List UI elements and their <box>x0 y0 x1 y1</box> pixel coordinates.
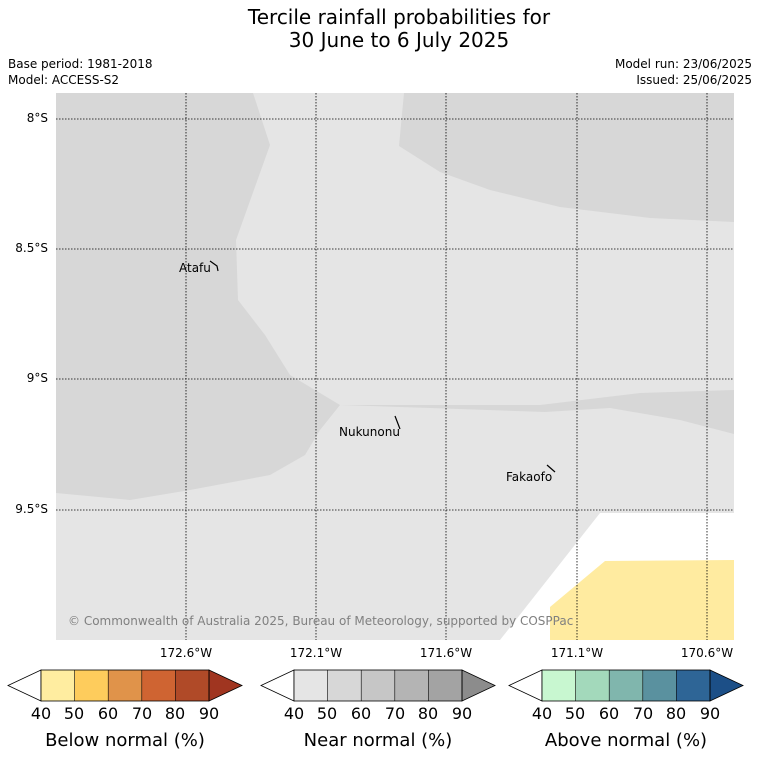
colorbar-segment <box>676 670 710 701</box>
lat-label-9.5S: 9.5°S <box>15 502 48 516</box>
cbar-above-tick: 40 <box>531 704 553 723</box>
cbar-above-tick: 80 <box>665 704 687 723</box>
cbar-near-tick: 40 <box>283 704 305 723</box>
colorbar-below-normal <box>7 669 243 702</box>
meta-left: Base period: 1981-2018 Model: ACCESS-S2 <box>8 56 153 88</box>
colorbar-segment <box>108 670 142 701</box>
colorbar-below-normal-label: Below normal (%) <box>45 730 205 751</box>
place-label-nukunonu: Nukunonu <box>339 425 400 439</box>
near-normal-50-east-band <box>340 390 734 434</box>
colorbar-segment <box>642 670 677 701</box>
nukunonu-atoll-shape <box>394 415 401 430</box>
colorbar-segment <box>141 670 176 701</box>
cbar-near-tick: 80 <box>417 704 439 723</box>
colorbar-extend-high <box>461 669 496 702</box>
cbar-below-tick: 70 <box>131 704 153 723</box>
colorbar-extend-high <box>709 669 744 702</box>
graticule <box>56 93 734 640</box>
title-line-1: Tercile rainfall probabilities for <box>247 5 551 29</box>
colorbar-extend-low <box>260 669 295 702</box>
cbar-near-tick: 70 <box>384 704 406 723</box>
colorbar-extend-low <box>508 669 543 702</box>
near-normal-50-northeast-area <box>399 93 734 222</box>
lat-label-8.5S: 8.5°S <box>15 241 48 255</box>
lat-label-9S: 9°S <box>26 371 48 385</box>
colorbar-segment <box>294 670 328 701</box>
cbar-above-tick: 70 <box>632 704 654 723</box>
colorbar-above-normal-label: Above normal (%) <box>544 730 708 751</box>
cbar-below-tick: 60 <box>97 704 119 723</box>
cbar-below-tick: 40 <box>30 704 52 723</box>
colorbar-near-normal-label: Near normal (%) <box>303 730 453 751</box>
colorbar-outline <box>293 669 463 702</box>
colorbar-extend-low <box>7 669 42 702</box>
cbar-above-tick: 90 <box>699 704 721 723</box>
colorbar-segment <box>609 670 643 701</box>
cbar-above-tick: 50 <box>564 704 586 723</box>
model-name: Model: ACCESS-S2 <box>8 73 120 87</box>
colorbar-segment <box>74 670 109 701</box>
colorbar-segment <box>394 670 429 701</box>
lon-label-172.1W: 172.1°W <box>289 646 343 660</box>
atafu-atoll-shape <box>209 260 219 272</box>
base-period: Base period: 1981-2018 <box>8 57 153 71</box>
colorbar-segment <box>542 670 576 701</box>
fakaofo-atoll-shape <box>546 464 556 473</box>
lon-label-170.6W: 170.6°W <box>680 646 734 660</box>
colorbar-segment <box>175 670 209 701</box>
lat-label-8S: 8°S <box>26 111 48 125</box>
title-line-2: 30 June to 6 July 2025 <box>288 28 510 52</box>
cbar-below-tick: 90 <box>198 704 220 723</box>
lon-label-172.6W: 172.6°W <box>159 646 213 660</box>
colorbar-segment <box>41 670 75 701</box>
cbar-near-tick: 90 <box>451 704 473 723</box>
colorbar-above-normal <box>508 669 744 702</box>
colorbar-segment <box>428 670 462 701</box>
near-normal-50-west-area <box>56 93 340 500</box>
lon-label-171.1W: 171.1°W <box>550 646 604 660</box>
colorbar-near-normal <box>260 669 496 702</box>
colorbar-outline <box>40 669 210 702</box>
copyright-credit: © Commonwealth of Australia 2025, Bureau… <box>68 614 574 628</box>
meta-right: Model run: 23/06/2025 Issued: 25/06/2025 <box>615 56 752 88</box>
cbar-above-tick: 60 <box>598 704 620 723</box>
map-plot-area <box>56 93 734 640</box>
cbar-below-tick: 50 <box>63 704 85 723</box>
cbar-below-tick: 80 <box>164 704 186 723</box>
cbar-near-tick: 60 <box>350 704 372 723</box>
colorbar-segment <box>575 670 610 701</box>
atolls <box>209 260 556 473</box>
issued-date: Issued: 25/06/2025 <box>636 73 752 87</box>
below-normal-40-area <box>550 560 734 640</box>
place-label-fakaofo: Fakaofo <box>506 470 553 484</box>
map-title: Tercile rainfall probabilities for 30 Ju… <box>0 6 758 52</box>
model-run: Model run: 23/06/2025 <box>614 57 752 71</box>
colorbar-segment <box>361 670 395 701</box>
place-label-atafu: Atafu <box>179 261 211 275</box>
colorbar-outline <box>541 669 711 702</box>
lon-label-171.6W: 171.6°W <box>419 646 473 660</box>
colorbar-extend-high <box>208 669 243 702</box>
cbar-near-tick: 50 <box>316 704 338 723</box>
colorbar-segment <box>327 670 362 701</box>
